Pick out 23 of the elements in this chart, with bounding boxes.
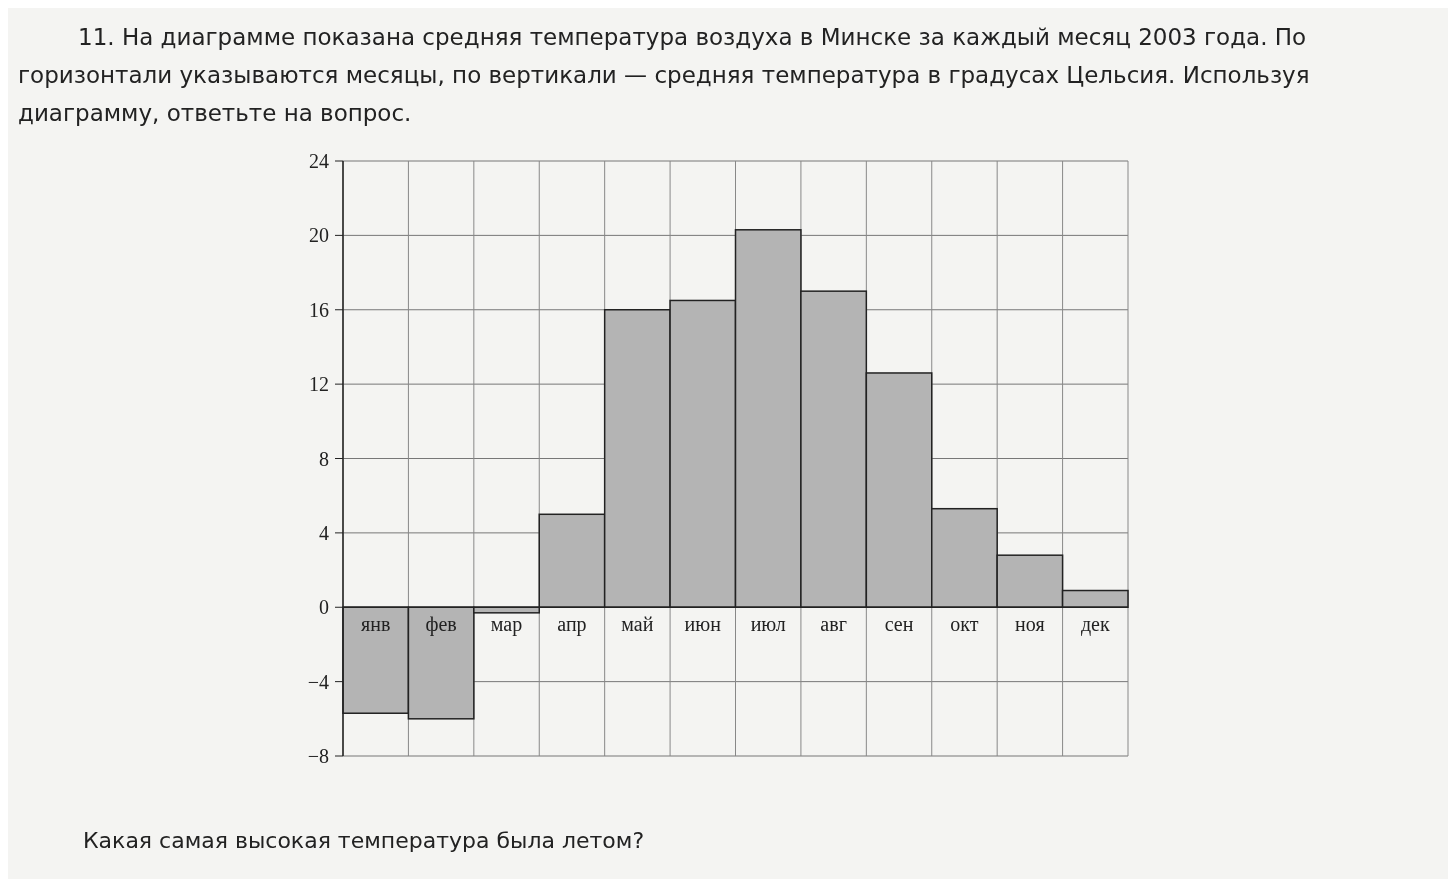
y-tick-label: 12 [309, 373, 329, 396]
x-tick-label: ноя [1015, 613, 1045, 636]
y-tick-label: 24 [309, 150, 329, 172]
x-tick-label: дек [1080, 613, 1110, 637]
x-tick-label: янв [361, 613, 391, 636]
y-tick-label: 16 [309, 298, 329, 321]
x-tick-label: авг [820, 613, 847, 636]
y-tick-label: −8 [307, 745, 329, 767]
y-tick-label: 8 [319, 447, 329, 470]
x-tick-label: фев [425, 613, 457, 637]
x-tick-label: июн [684, 613, 722, 636]
x-tick-label: май [621, 613, 654, 636]
x-tick-label: апр [557, 613, 587, 637]
x-tick-label: сен [884, 613, 914, 636]
y-tick-label: 4 [319, 521, 329, 544]
chart-title: 11. На диаграмме показана средняя температура воздуха в Минске за каждый месяц 2003 года. По горизонтали указываются месяцы, по вертикали — средняя температура в градусах Цельсия. Используя диаграмму, ответьте на вопрос. [18, 23, 1311, 128]
text: Какая самая высокая температура была летом? [83, 828, 645, 853]
y-tick-label: −4 [307, 670, 329, 693]
x-tick-label: мар [490, 613, 523, 637]
x-tick-label: июл [750, 613, 786, 636]
x-tick-label: окт [950, 613, 979, 636]
y-tick-label: 20 [309, 224, 329, 247]
y-tick-label: 0 [319, 596, 329, 619]
